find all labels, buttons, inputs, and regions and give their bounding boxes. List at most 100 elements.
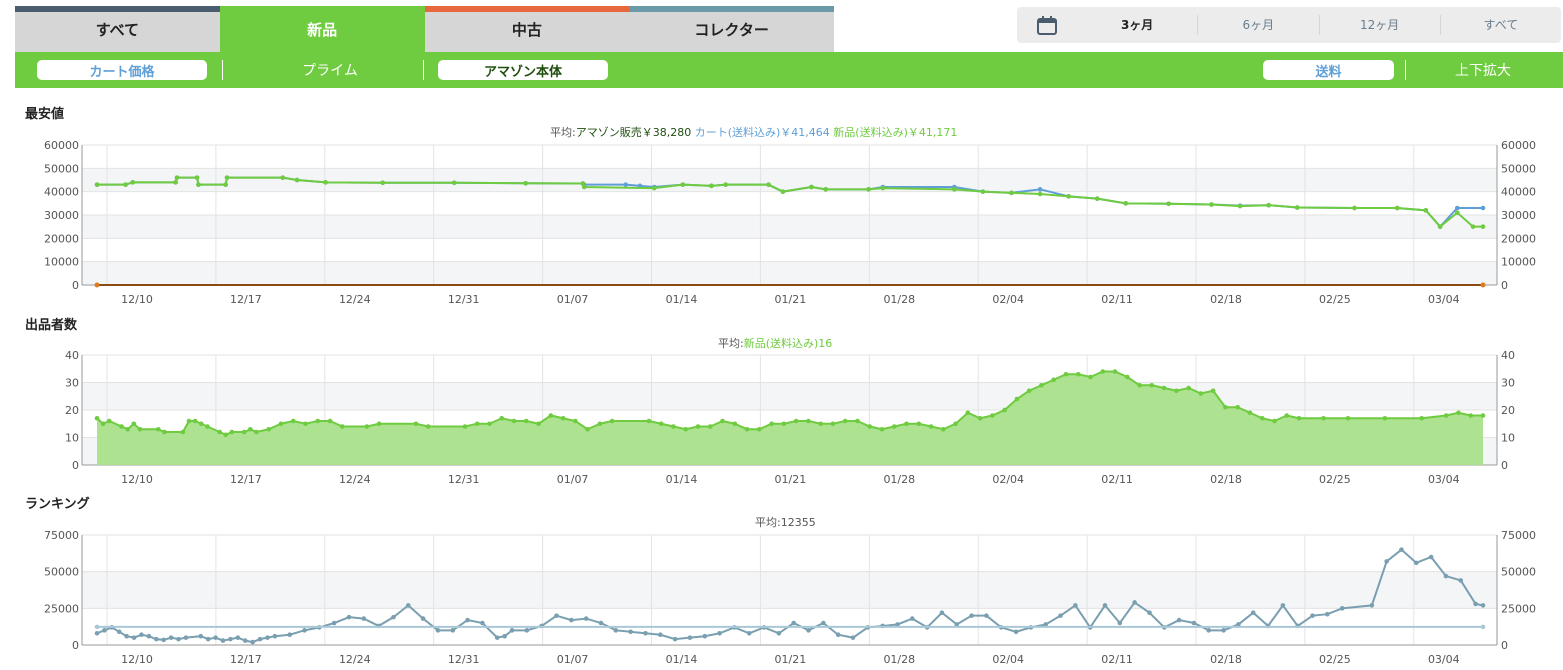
data-point — [217, 429, 222, 435]
data-point — [224, 175, 230, 180]
data-point — [1002, 407, 1007, 413]
y-tick-label-right: 20000 — [1501, 232, 1536, 245]
data-point — [146, 633, 152, 639]
data-point — [1149, 382, 1155, 388]
data-point — [1161, 385, 1167, 391]
data-point — [205, 636, 211, 642]
data-point — [581, 184, 587, 190]
cart-price-toggle[interactable]: カート価格 — [37, 60, 207, 80]
data-point — [806, 628, 811, 633]
data-point — [450, 628, 456, 633]
data-point — [672, 636, 678, 642]
data-point — [315, 418, 321, 424]
area-fill — [97, 371, 1483, 465]
range-option-12m[interactable]: 12ヶ月 — [1318, 15, 1440, 35]
data-point — [376, 421, 382, 427]
data-point — [781, 421, 787, 427]
data-point — [241, 429, 247, 435]
data-point — [1088, 374, 1093, 380]
x-tick-label: 01/28 — [883, 293, 915, 306]
data-point — [509, 628, 515, 633]
range-option-3m[interactable]: 3ヶ月 — [1120, 18, 1154, 32]
x-tick-label: 12/17 — [230, 473, 262, 486]
y-tick-label-left: 50000 — [44, 162, 79, 175]
range-option-6m[interactable]: 6ヶ月 — [1197, 15, 1318, 35]
data-point — [405, 603, 411, 608]
data-point — [391, 614, 396, 620]
tab-new[interactable]: 新品 — [219, 6, 425, 52]
data-point — [380, 180, 386, 186]
data-point — [1294, 205, 1300, 210]
data-point — [1186, 385, 1191, 391]
data-point — [1428, 554, 1434, 560]
data-point — [536, 421, 541, 427]
data-point — [560, 415, 566, 421]
data-point — [499, 415, 505, 421]
data-point — [223, 432, 229, 438]
data-point — [139, 632, 144, 638]
data-point — [186, 418, 192, 424]
data-point — [257, 636, 263, 642]
x-tick-label: 02/25 — [1319, 473, 1351, 486]
x-tick-label: 03/04 — [1428, 653, 1460, 666]
data-point — [1480, 624, 1486, 630]
data-point — [1206, 628, 1212, 633]
data-point — [413, 421, 419, 427]
x-tick-label: 02/25 — [1319, 293, 1351, 306]
x-tick-label: 01/07 — [557, 653, 589, 666]
data-point — [1480, 413, 1486, 418]
data-point — [1382, 415, 1388, 421]
y-tick-label-right: 75000 — [1501, 530, 1536, 542]
y-tick-label-right: 25000 — [1501, 602, 1536, 615]
y-tick-label-left: 30 — [65, 377, 79, 390]
data-point — [465, 617, 470, 623]
x-tick-label: 12/24 — [339, 653, 371, 666]
data-point — [106, 418, 112, 424]
data-point — [580, 181, 586, 186]
data-point — [1480, 282, 1486, 288]
data-point — [723, 182, 729, 187]
data-point — [658, 421, 664, 427]
data-point — [806, 418, 811, 424]
data-point — [174, 175, 180, 180]
data-point — [953, 421, 958, 427]
data-point — [1321, 415, 1326, 421]
tab-collector[interactable]: コレクター — [629, 6, 834, 52]
data-point — [1094, 196, 1100, 201]
range-option-all[interactable]: すべて — [1439, 15, 1561, 35]
y-tick-label-right: 10 — [1501, 432, 1515, 445]
data-point — [597, 421, 603, 427]
data-point — [916, 421, 922, 427]
tab-all[interactable]: すべて — [15, 6, 220, 52]
avg-prefix: 平均: — [755, 516, 781, 529]
data-point — [480, 620, 485, 626]
data-point — [757, 426, 762, 432]
x-tick-label: 02/18 — [1210, 293, 1242, 306]
tab-all-color-bar — [15, 6, 220, 12]
data-point — [1310, 613, 1315, 618]
data-point — [119, 424, 124, 429]
data-point — [954, 622, 960, 627]
calendar-icon[interactable] — [1017, 7, 1077, 43]
data-point — [94, 624, 100, 630]
y-tick-label-right: 0 — [1501, 459, 1508, 472]
shipping-toggle[interactable]: 送料 — [1263, 60, 1394, 80]
prime-toggle[interactable]: プライム — [302, 63, 358, 79]
data-point — [1237, 203, 1243, 209]
data-point — [744, 426, 750, 432]
vertical-zoom-toggle[interactable]: 上下拡大 — [1455, 63, 1511, 79]
tab-used[interactable]: 中古 — [424, 6, 630, 52]
data-point — [1419, 415, 1424, 421]
divider — [222, 60, 223, 80]
x-tick-label: 01/21 — [775, 293, 807, 306]
data-point — [1073, 603, 1078, 608]
data-point — [94, 630, 100, 636]
y-tick-label-left: 50000 — [44, 566, 79, 579]
data-point — [176, 636, 181, 642]
tab-collector-label: コレクター — [694, 20, 769, 39]
x-tick-label: 01/21 — [775, 473, 807, 486]
amazon-toggle[interactable]: アマゾン本体 — [438, 60, 608, 80]
data-point — [1210, 388, 1216, 394]
avg-prefix: 平均: — [718, 337, 744, 350]
data-point — [1423, 208, 1429, 213]
